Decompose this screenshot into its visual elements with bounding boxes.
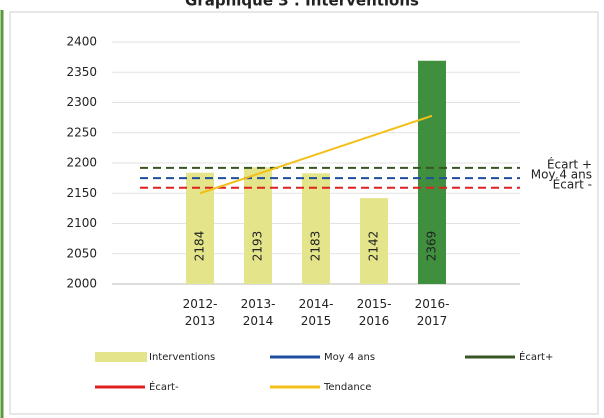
legend-label: Écart+ xyxy=(519,350,553,363)
x-tick-label: 2015- 2016 xyxy=(357,297,392,328)
frame xyxy=(9,11,599,415)
x-tick-line: 2015 xyxy=(301,314,332,328)
x-tick-line: 2014 xyxy=(243,314,274,328)
y-tick-label: 2050 xyxy=(66,246,97,260)
y-tick-label: 2300 xyxy=(66,95,97,109)
bar-value-label: 2183 xyxy=(309,231,323,262)
y-tick-label: 2350 xyxy=(66,65,97,79)
x-tick-label: 2012- 2013 xyxy=(183,297,218,328)
legend-label: Moy 4 ans xyxy=(324,352,375,363)
line-end-label: Écart - xyxy=(553,176,592,191)
legend-label: Écart- xyxy=(149,380,179,393)
line-end-label: Moy 4 ans xyxy=(531,168,592,182)
x-tick-line: 2012- xyxy=(183,297,218,311)
chart-title: Graphique 3 : Interventions xyxy=(185,0,419,10)
bar xyxy=(302,173,330,284)
x-tick-line: 2013 xyxy=(185,314,216,328)
x-tick-line: 2015- xyxy=(357,297,392,311)
y-tick-label: 2150 xyxy=(66,186,97,200)
bar xyxy=(360,198,388,284)
y-tick-label: 2100 xyxy=(66,216,97,230)
bar xyxy=(186,172,214,284)
legend-label: Tendance xyxy=(323,382,371,393)
x-tick-label: 2013- 2014 xyxy=(241,297,276,328)
y-tick-label: 2000 xyxy=(66,277,97,291)
x-tick-label: 2016- 2017 xyxy=(415,297,450,328)
x-tick-line: 2016- xyxy=(415,297,450,311)
y-tick-label: 2250 xyxy=(66,125,97,139)
y-tick-label: 2400 xyxy=(66,35,97,49)
x-tick-line: 2016 xyxy=(359,314,390,328)
x-tick-line: 2014- xyxy=(299,297,334,311)
bar-value-label: 2369 xyxy=(425,231,439,262)
bar-value-label: 2193 xyxy=(251,231,265,262)
bar-value-label: 2142 xyxy=(367,231,381,262)
bar xyxy=(244,167,272,284)
bar-value-label: 2184 xyxy=(193,231,207,262)
line-end-label: Écart + xyxy=(547,156,592,171)
bar xyxy=(418,60,446,284)
x-tick-line: 2017 xyxy=(417,314,448,328)
line-series xyxy=(199,114,433,195)
y-tick-label: 2200 xyxy=(66,156,97,170)
legend-label: Interventions xyxy=(149,352,215,363)
x-tick-label: 2014- 2015 xyxy=(299,297,334,328)
legend-swatch xyxy=(95,352,147,362)
x-tick-line: 2013- xyxy=(241,297,276,311)
